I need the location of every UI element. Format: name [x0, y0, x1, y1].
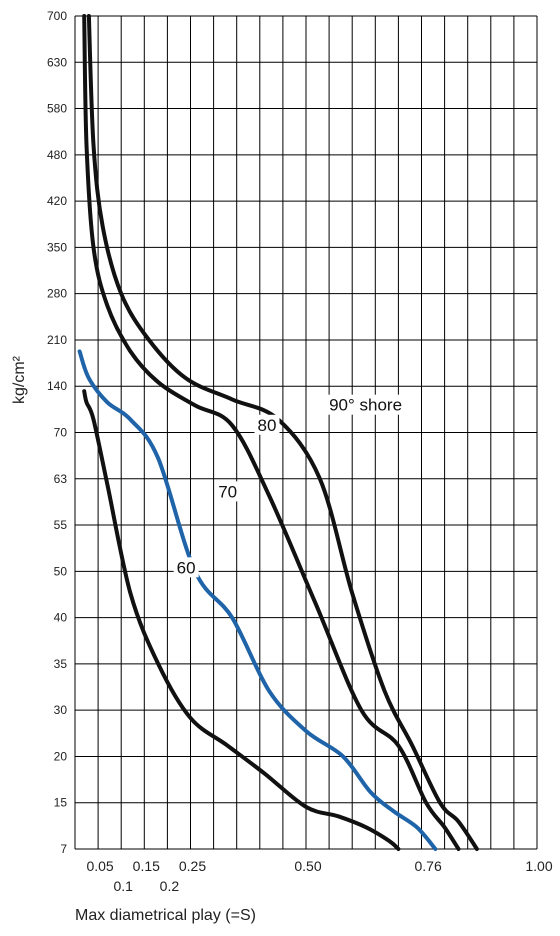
curve-label-bg	[326, 394, 418, 415]
y-tick-label: 210	[47, 333, 67, 347]
y-tick-label: 70	[54, 426, 68, 440]
curve-label: 60	[177, 558, 196, 577]
y-tick-label: 15	[54, 796, 68, 810]
y-tick-label: 55	[54, 518, 68, 532]
series-line	[82, 14, 461, 851]
y-tick-label: 350	[47, 240, 67, 254]
y-tick-label: 50	[54, 564, 68, 578]
x-tick-label: 0.1	[113, 878, 133, 894]
x-tick-label: 0.15	[133, 858, 160, 874]
y-tick-label: 580	[47, 102, 67, 116]
y-tick-label: 30	[54, 703, 68, 717]
curve-label-bg	[173, 557, 199, 578]
y-tick-label: 7	[60, 842, 67, 856]
curve-label: 70	[218, 482, 237, 501]
x-tick-label: 0.25	[179, 858, 206, 874]
y-tick-label: 40	[54, 611, 68, 625]
curve-labels: 90° shore 80 70 60	[173, 394, 418, 578]
x-tick-label: 0.05	[86, 858, 113, 874]
y-tick-label: 280	[47, 287, 67, 301]
y-tick-label: 630	[47, 55, 67, 69]
series-line	[77, 349, 438, 851]
curve-label: 80	[257, 416, 276, 435]
y-tick-label: 140	[47, 379, 67, 393]
curve-label-bg	[215, 481, 241, 502]
y-tick-label: 700	[47, 9, 67, 23]
x-tick-labels: 0.050.10.150.2 0.25 0.50 0.76 1.00	[86, 858, 552, 894]
y-tick-labels: 7 15 20 30 35 40 50 55 63 70 140 210 280 350 420 480 580…	[47, 9, 67, 856]
y-axis-title: kg/cm²	[11, 355, 28, 404]
series-line	[82, 389, 401, 851]
y-tick-label: 480	[47, 148, 67, 162]
x-tick-label: 0.2	[160, 878, 180, 894]
grid	[74, 15, 538, 850]
y-tick-label: 35	[54, 657, 68, 671]
y-tick-label: 63	[54, 472, 68, 486]
curve-label: 90° shore	[329, 396, 402, 415]
x-tick-label: 0.50	[294, 858, 321, 874]
x-tick-label: 1.00	[525, 858, 552, 874]
y-tick-label: 420	[47, 194, 67, 208]
curve-label-bg	[254, 414, 280, 435]
x-tick-label: 0.76	[414, 858, 441, 874]
x-axis-title: Max diametrical play (=S)	[75, 907, 256, 924]
y-tick-label: 20	[54, 749, 68, 763]
